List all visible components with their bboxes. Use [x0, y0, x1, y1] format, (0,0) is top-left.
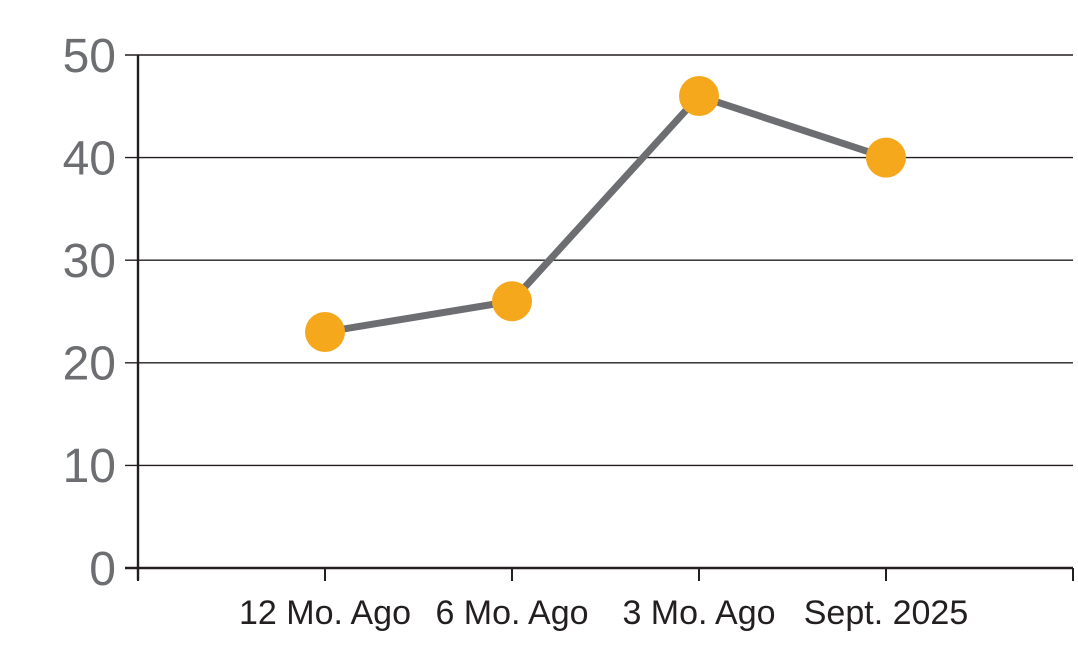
series-line — [321, 92, 890, 336]
y-axis-tick-label: 30 — [63, 235, 116, 288]
x-axis-category-label: 6 Mo. Ago — [435, 594, 588, 632]
y-axis-tick-label: 10 — [63, 440, 116, 493]
data-point-marker — [866, 137, 906, 178]
y-axis-tick-label: 40 — [63, 132, 116, 185]
y-axis-tick-label: 20 — [63, 338, 116, 391]
y-axis-tick-label: 50 — [63, 30, 116, 83]
x-axis-category-label: 3 Mo. Ago — [622, 594, 775, 632]
data-point-marker — [305, 312, 345, 353]
data-point-marker — [492, 281, 532, 322]
x-axis-category-label: Sept. 2025 — [804, 594, 968, 632]
x-axis-category-label: 12 Mo. Ago — [239, 594, 411, 632]
data-point-marker — [679, 76, 719, 117]
y-axis-tick-label: 0 — [89, 543, 116, 596]
